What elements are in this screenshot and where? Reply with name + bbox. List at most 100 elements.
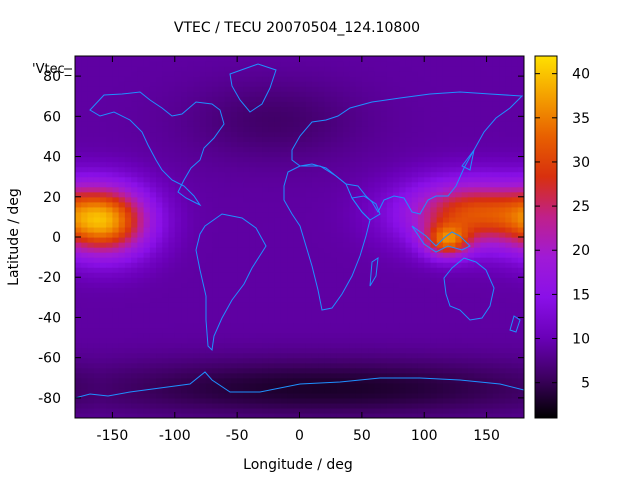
heatmap-cell bbox=[474, 322, 481, 329]
heatmap-cell bbox=[330, 322, 338, 329]
heatmap-cell bbox=[424, 206, 432, 213]
heatmap-cell bbox=[205, 166, 213, 173]
heatmap-cell bbox=[156, 201, 163, 208]
heatmap-cell bbox=[205, 96, 213, 102]
heatmap-cell bbox=[137, 262, 145, 268]
heatmap-cell bbox=[368, 372, 375, 379]
heatmap-cell bbox=[336, 71, 344, 77]
heatmap-cell bbox=[343, 262, 350, 268]
heatmap-cell bbox=[480, 146, 488, 153]
heatmap-cell bbox=[336, 186, 344, 193]
heatmap-cell bbox=[230, 106, 238, 112]
heatmap-cell bbox=[324, 292, 332, 298]
heatmap-cell bbox=[499, 342, 506, 349]
heatmap-cell bbox=[187, 412, 195, 418]
heatmap-cell bbox=[305, 272, 313, 278]
heatmap-cell bbox=[374, 367, 382, 374]
heatmap-cell bbox=[424, 186, 432, 193]
heatmap-cell bbox=[181, 332, 188, 339]
heatmap-cell bbox=[374, 357, 382, 364]
heatmap-cell bbox=[293, 206, 301, 213]
heatmap-cell bbox=[386, 372, 394, 379]
heatmap-cell bbox=[411, 352, 419, 359]
heatmap-cell bbox=[75, 121, 82, 127]
heatmap-cell bbox=[205, 352, 213, 359]
heatmap-cell bbox=[262, 367, 269, 374]
heatmap-cell bbox=[305, 362, 313, 369]
heatmap-cell bbox=[81, 382, 89, 389]
heatmap-cell bbox=[330, 211, 338, 218]
heatmap-cell bbox=[243, 201, 251, 208]
heatmap-cell bbox=[268, 397, 276, 404]
heatmap-cell bbox=[280, 242, 288, 248]
heatmap-cell bbox=[224, 282, 232, 288]
heatmap-cell bbox=[199, 101, 207, 107]
heatmap-cell bbox=[343, 367, 350, 374]
heatmap-cell bbox=[361, 166, 369, 173]
heatmap-cell bbox=[131, 272, 138, 278]
heatmap-cell bbox=[230, 267, 238, 273]
heatmap-cell bbox=[505, 367, 513, 374]
heatmap-cell bbox=[424, 257, 432, 263]
heatmap-cell bbox=[417, 166, 425, 173]
heatmap-cell bbox=[355, 131, 363, 138]
heatmap-cell bbox=[330, 96, 338, 102]
heatmap-cell bbox=[230, 171, 238, 178]
heatmap-cell bbox=[205, 412, 213, 418]
heatmap-cell bbox=[124, 412, 132, 418]
heatmap-cell bbox=[324, 342, 332, 349]
heatmap-cell bbox=[399, 161, 407, 168]
heatmap-cell bbox=[486, 56, 494, 62]
heatmap-cell bbox=[486, 267, 494, 273]
heatmap-cell bbox=[87, 377, 95, 384]
heatmap-cell bbox=[405, 297, 413, 303]
heatmap-cell bbox=[255, 397, 263, 404]
heatmap-cell bbox=[212, 262, 220, 268]
heatmap-cell bbox=[212, 347, 220, 354]
heatmap-cell bbox=[361, 76, 369, 82]
heatmap-cell bbox=[417, 71, 425, 77]
heatmap-cell bbox=[480, 292, 488, 298]
heatmap-cell bbox=[299, 357, 307, 364]
heatmap-cell bbox=[87, 402, 95, 409]
heatmap-cell bbox=[293, 56, 301, 62]
heatmap-cell bbox=[436, 267, 444, 273]
heatmap-cell bbox=[181, 76, 188, 82]
heatmap-cell bbox=[380, 116, 388, 122]
heatmap-cell bbox=[430, 226, 438, 233]
heatmap-cell bbox=[349, 387, 357, 394]
heatmap-cell bbox=[368, 126, 375, 133]
heatmap-cell bbox=[336, 272, 344, 278]
heatmap-cell bbox=[174, 297, 182, 303]
heatmap-cell bbox=[492, 262, 500, 268]
heatmap-cell bbox=[75, 66, 82, 72]
heatmap-cell bbox=[393, 191, 400, 198]
heatmap-cell bbox=[455, 156, 463, 163]
heatmap-cell bbox=[386, 242, 394, 248]
heatmap-cell bbox=[205, 61, 213, 67]
heatmap-cell bbox=[449, 191, 457, 198]
heatmap-cell bbox=[81, 216, 89, 223]
heatmap-cell bbox=[174, 231, 182, 238]
heatmap-cell bbox=[187, 377, 195, 384]
heatmap-cell bbox=[218, 317, 226, 324]
heatmap-cell bbox=[262, 297, 269, 303]
heatmap-cell bbox=[349, 121, 357, 127]
heatmap-cell bbox=[474, 342, 481, 349]
heatmap-cell bbox=[293, 81, 301, 87]
heatmap-cell bbox=[436, 91, 444, 97]
heatmap-cell bbox=[224, 392, 232, 399]
heatmap-cell bbox=[181, 347, 188, 354]
heatmap-cell bbox=[118, 387, 126, 394]
heatmap-cell bbox=[174, 317, 182, 324]
heatmap-cell bbox=[268, 402, 276, 409]
heatmap-cell bbox=[137, 186, 145, 193]
heatmap-cell bbox=[499, 106, 506, 112]
heatmap-cell bbox=[361, 347, 369, 354]
heatmap-cell bbox=[218, 292, 226, 298]
heatmap-cell bbox=[455, 342, 463, 349]
heatmap-cell bbox=[274, 231, 282, 238]
heatmap-cell bbox=[374, 377, 382, 384]
heatmap-cell bbox=[224, 332, 232, 339]
heatmap-cell bbox=[112, 226, 120, 233]
